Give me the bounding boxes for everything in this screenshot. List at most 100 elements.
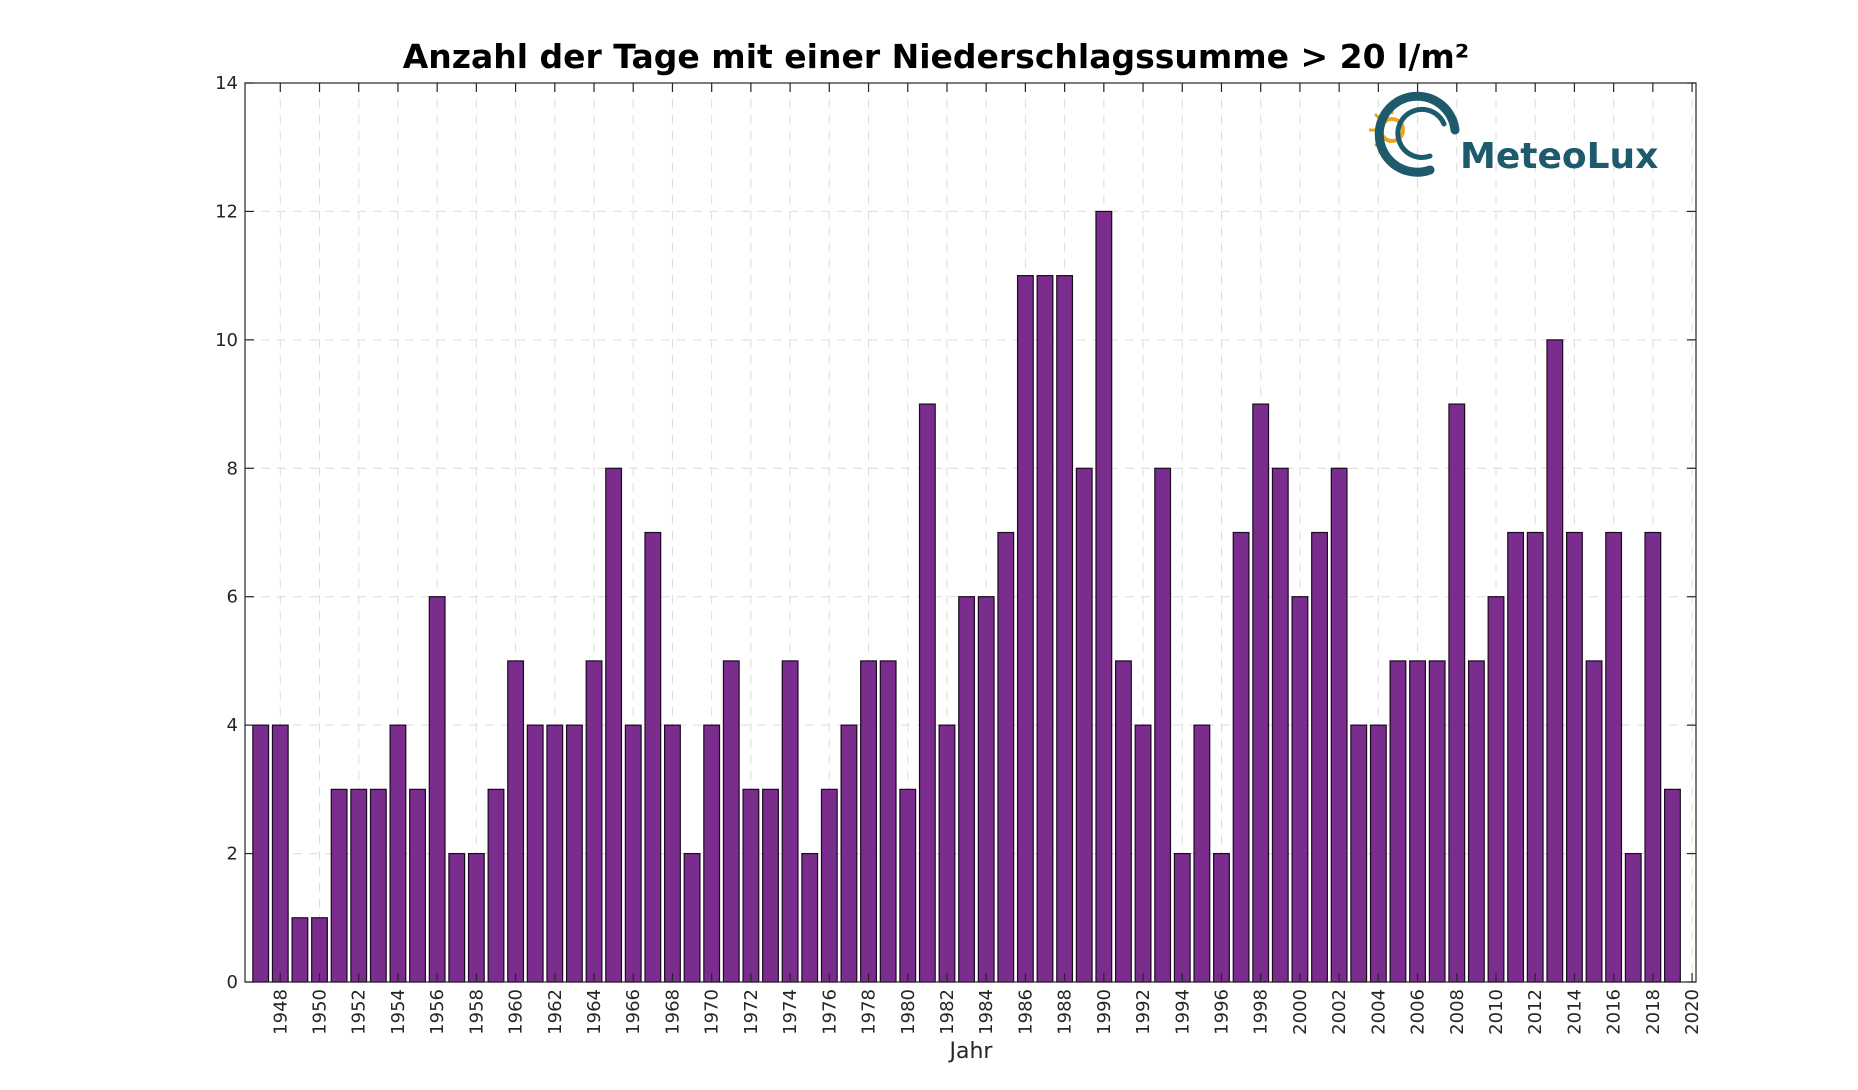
- bar-1993: [1154, 467, 1172, 983]
- bar-1979: [879, 660, 897, 983]
- bar-1987: [1036, 275, 1054, 983]
- bar-1971: [722, 660, 740, 983]
- bar-1991: [1114, 660, 1132, 983]
- bar-2009: [1467, 660, 1485, 983]
- bar-1981: [918, 403, 936, 983]
- x-tick-label: 1996: [1211, 989, 1232, 1035]
- y-tick-label: 14: [215, 73, 238, 94]
- bar-1964: [585, 660, 603, 983]
- bar-1948: [271, 724, 289, 983]
- x-tick-label: 1992: [1133, 989, 1154, 1035]
- bar-2015: [1585, 660, 1603, 983]
- bar-1996: [1213, 852, 1230, 983]
- bar-1972: [742, 788, 760, 983]
- bar-1952: [350, 788, 368, 983]
- y-tick-label: 6: [227, 587, 238, 608]
- bar-1954: [389, 724, 407, 983]
- x-tick-label: 1960: [506, 989, 527, 1035]
- bar-2005: [1389, 660, 1407, 983]
- bar-1955: [409, 788, 426, 983]
- x-tick-label: 2010: [1486, 989, 1507, 1035]
- x-tick-label: 2018: [1643, 989, 1664, 1035]
- bar-2014: [1565, 531, 1583, 983]
- bar-1968: [664, 724, 681, 983]
- x-tick-label: 1986: [1015, 989, 1036, 1035]
- bar-1962: [546, 724, 564, 983]
- y-tick-label: 8: [227, 458, 238, 479]
- bar-1956: [428, 596, 446, 983]
- x-tick-label: 1952: [349, 989, 370, 1035]
- bar-1984: [977, 596, 995, 983]
- bar-1960: [507, 660, 525, 983]
- bar-2010: [1487, 596, 1505, 983]
- bar-1951: [330, 788, 348, 983]
- bar-2012: [1526, 531, 1544, 983]
- bar-2003: [1350, 724, 1368, 983]
- bar-1959: [487, 788, 505, 983]
- x-tick-label: 1966: [623, 989, 644, 1035]
- bar-1970: [703, 724, 721, 983]
- x-tick-label: 2020: [1682, 989, 1703, 1035]
- bar-1973: [762, 788, 779, 983]
- bar-1953: [369, 788, 387, 983]
- x-tick-label: 1984: [976, 989, 997, 1035]
- bar-1957: [448, 852, 466, 983]
- bar-1985: [997, 531, 1015, 983]
- bar-1989: [1075, 467, 1093, 983]
- x-tick-label: 2004: [1368, 989, 1389, 1035]
- x-tick-label: 1948: [270, 989, 291, 1035]
- bar-1949: [291, 917, 309, 983]
- x-tick-label: 1962: [545, 989, 566, 1035]
- bar-1999: [1271, 467, 1289, 983]
- bar-1969: [683, 852, 701, 983]
- x-tick-label: 1956: [427, 989, 448, 1035]
- x-tick-label: 2012: [1525, 989, 1546, 1035]
- bar-2016: [1605, 531, 1623, 983]
- bar-1965: [605, 467, 623, 983]
- x-tick-label: 1978: [859, 989, 880, 1035]
- bar-2019: [1664, 788, 1681, 983]
- x-tick-label: 1990: [1094, 989, 1115, 1035]
- x-tick-label: 1980: [898, 989, 919, 1035]
- bar-1966: [624, 724, 642, 983]
- x-tick-label: 1954: [388, 989, 409, 1035]
- y-axis: 0 2 4 6 8 10 12 14: [215, 73, 1696, 993]
- bar-1950: [311, 917, 328, 983]
- x-tick-label: 1968: [662, 989, 683, 1035]
- bar-1983: [958, 596, 976, 983]
- x-tick-label: 1982: [937, 989, 958, 1035]
- bar-1961: [526, 724, 544, 983]
- bar-1998: [1252, 403, 1270, 983]
- y-tick-label: 12: [215, 201, 238, 222]
- bar-1992: [1134, 724, 1152, 983]
- x-tick-label: 1964: [584, 989, 605, 1035]
- bar-1958: [467, 852, 485, 983]
- meteolux-logo: MeteoLux: [1369, 91, 1658, 177]
- bar-2018: [1644, 531, 1662, 983]
- bar-1980: [899, 788, 917, 983]
- plot-frame: [244, 82, 1697, 983]
- logo-text: MeteoLux: [1460, 136, 1658, 177]
- bar-1990: [1095, 210, 1113, 983]
- bar-2017: [1624, 852, 1642, 983]
- bar-1974: [781, 660, 799, 983]
- x-tick-label: 2006: [1408, 989, 1429, 1035]
- bar-1986: [1016, 275, 1034, 983]
- bar-1982: [938, 724, 956, 983]
- x-tick-label: 1994: [1172, 989, 1193, 1035]
- y-tick-label: 4: [227, 715, 238, 736]
- bar-2013: [1546, 339, 1564, 983]
- bar-2008: [1448, 403, 1466, 983]
- x-tick-label: 2016: [1604, 989, 1625, 1035]
- bar-2011: [1507, 531, 1525, 983]
- bar-1997: [1232, 531, 1250, 983]
- x-tick-label: 1976: [819, 989, 840, 1035]
- bars: [252, 210, 1681, 983]
- x-tick-label: 1998: [1251, 989, 1272, 1035]
- x-tick-label: 1970: [702, 989, 723, 1035]
- x-tick-label: 1972: [741, 989, 762, 1035]
- bar-2006: [1409, 660, 1427, 983]
- x-tick-label: 1974: [780, 989, 801, 1035]
- bar-1976: [820, 788, 838, 983]
- bar-1988: [1056, 275, 1074, 983]
